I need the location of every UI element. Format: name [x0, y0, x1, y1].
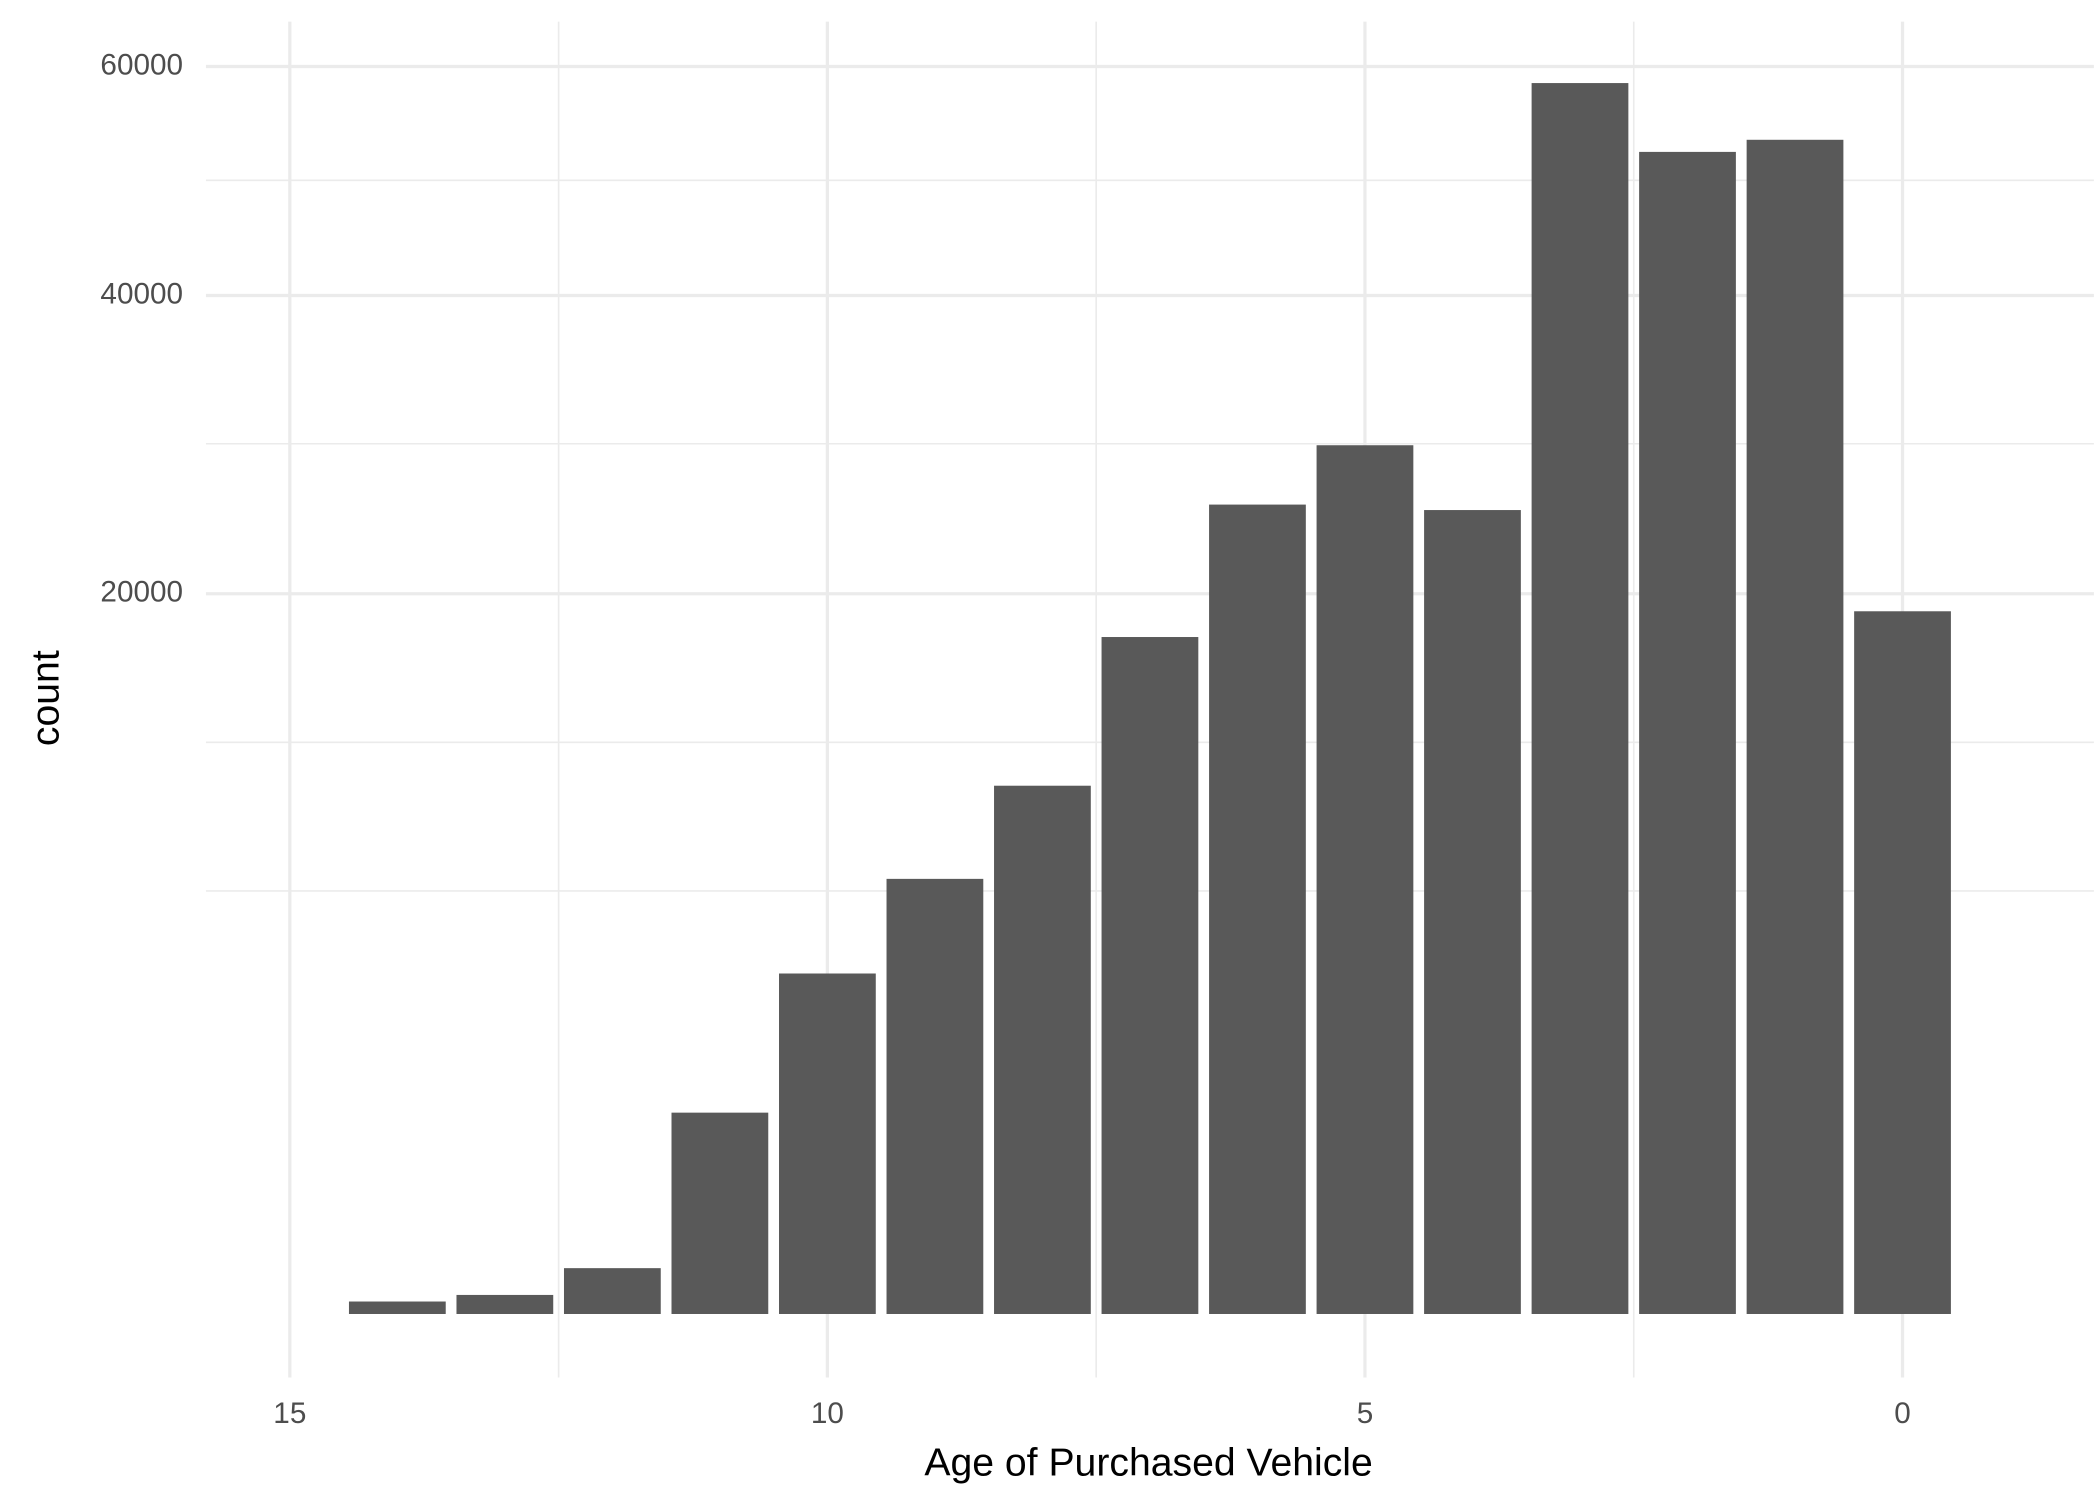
- x-tick-label: 5: [1357, 1397, 1374, 1430]
- bar: [1316, 445, 1414, 1314]
- bar: [1746, 139, 1844, 1314]
- bar: [671, 1112, 769, 1314]
- x-tick-label: 10: [811, 1397, 844, 1430]
- x-tick-label: 0: [1894, 1397, 1911, 1430]
- y-axis-title: count: [24, 650, 67, 746]
- bar: [779, 973, 876, 1314]
- x-axis-title: Age of Purchased Vehicle: [924, 1442, 1372, 1485]
- bar: [563, 1268, 661, 1314]
- bar: [886, 878, 984, 1314]
- bar: [456, 1294, 554, 1314]
- bar: [348, 1301, 446, 1314]
- bar: [1424, 510, 1521, 1314]
- y-tick-label: 40000: [100, 277, 183, 310]
- bar: [1639, 151, 1736, 1314]
- x-tick-label: 15: [273, 1397, 306, 1430]
- bar: [1854, 611, 1951, 1314]
- bar: [1531, 83, 1629, 1314]
- y-tick-label: 60000: [100, 48, 183, 81]
- y-tick-label: 20000: [100, 576, 183, 609]
- bar: [1209, 504, 1306, 1314]
- bar: [1101, 637, 1199, 1314]
- bar: [994, 785, 1091, 1314]
